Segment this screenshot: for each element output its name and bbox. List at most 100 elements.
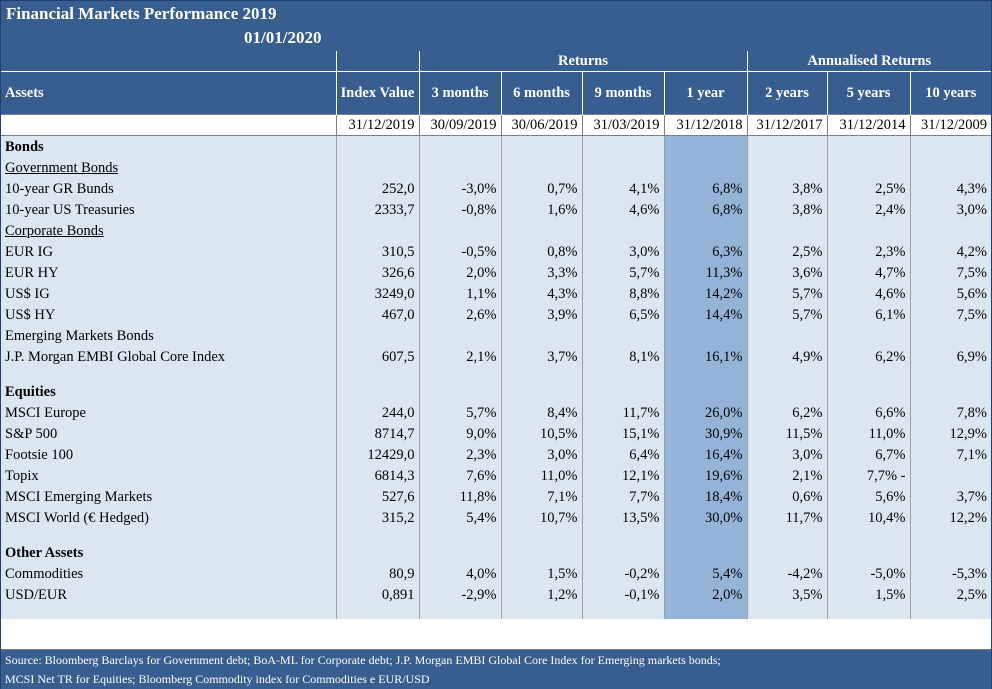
asset-label: Footsie 100 bbox=[1, 444, 336, 465]
return-cell: 16,1% bbox=[663, 346, 748, 367]
return-cell: 1,2% bbox=[500, 584, 582, 605]
table-row: US$ IG 3249,0 1,1% 4,3% 8,8% 14,2% 5,7% 4,6% 5,6… bbox=[1, 283, 992, 304]
header-blank-index bbox=[335, 51, 419, 72]
return-cell: 3,0% bbox=[909, 199, 992, 220]
return-cell: 2,0% bbox=[663, 584, 748, 605]
return-cell bbox=[418, 135, 501, 157]
return-cell: 11,5% bbox=[746, 423, 828, 444]
table-row: 10-year US Treasuries 2333,7 -0,8% 1,6% 4,6%… bbox=[1, 199, 992, 220]
return-cell bbox=[746, 542, 828, 563]
return-cell: 7,1% bbox=[909, 444, 992, 465]
return-cell: 11,3% bbox=[663, 262, 748, 283]
return-cell bbox=[909, 220, 992, 241]
return-cell: 5,4% bbox=[418, 507, 501, 528]
return-cell: 5,7% bbox=[581, 262, 664, 283]
asset-label: MSCI Emerging Markets bbox=[1, 486, 336, 507]
date-row-blank bbox=[1, 114, 336, 136]
table-row: Other Assets bbox=[1, 542, 992, 563]
index-value-cell: 12429,0 bbox=[335, 444, 419, 465]
return-cell bbox=[581, 381, 664, 402]
asset-label: Bonds bbox=[1, 135, 336, 157]
return-cell: 3,0% bbox=[500, 444, 582, 465]
column-header: 6 months bbox=[500, 71, 582, 115]
report-title: Financial Markets Performance 2019 bbox=[6, 4, 277, 23]
return-cell: 6,2% bbox=[826, 346, 911, 367]
table-row: 10-year GR Bunds 252,0 -3,0% 0,7% 4,1% 6,8% 3,… bbox=[1, 178, 992, 199]
return-cell bbox=[746, 381, 828, 402]
return-cell bbox=[500, 367, 582, 381]
return-cell: 16,4% bbox=[663, 444, 748, 465]
table-row: Emerging Markets Bonds bbox=[1, 325, 992, 346]
reference-date: 31/12/2018 bbox=[663, 114, 748, 136]
return-cell: 2,3% bbox=[826, 241, 911, 262]
table-row: Bonds bbox=[1, 135, 992, 157]
asset-label: Other Assets bbox=[1, 542, 336, 563]
asset-label: MSCI Europe bbox=[1, 402, 336, 423]
return-cell: 4,6% bbox=[581, 199, 664, 220]
return-cell bbox=[500, 381, 582, 402]
return-cell bbox=[746, 325, 828, 346]
assets-column-header: Assets bbox=[1, 71, 336, 115]
return-cell bbox=[500, 220, 582, 241]
return-cell: -3,0% bbox=[418, 178, 501, 199]
index-value-cell: 326,6 bbox=[335, 262, 419, 283]
return-cell bbox=[663, 605, 748, 619]
asset-label bbox=[1, 528, 336, 542]
return-cell: 2,1% bbox=[418, 346, 501, 367]
return-cell bbox=[663, 157, 748, 178]
return-cell bbox=[418, 325, 501, 346]
index-value-cell: 6814,3 bbox=[335, 465, 419, 486]
return-cell: 3,5% bbox=[746, 584, 828, 605]
asset-label: S&P 500 bbox=[1, 423, 336, 444]
return-cell: 5,7% bbox=[418, 402, 501, 423]
table-row: EUR HY 326,6 2,0% 3,3% 5,7% 11,3% 3,6% 4,7% 7,5% bbox=[1, 262, 992, 283]
index-value-cell: 0,891 bbox=[335, 584, 419, 605]
index-value-cell bbox=[335, 605, 419, 619]
return-cell: 6,3% bbox=[663, 241, 748, 262]
asset-label: US$ IG bbox=[1, 283, 336, 304]
return-cell: 6,6% bbox=[826, 402, 911, 423]
return-cell: 1,1% bbox=[418, 283, 501, 304]
return-cell: 12,2% bbox=[909, 507, 992, 528]
source-line-2: MCSI Net TR for Equities; Bloomberg Comm… bbox=[5, 672, 430, 686]
index-value-cell: 527,6 bbox=[335, 486, 419, 507]
return-cell: 12,9% bbox=[909, 423, 992, 444]
return-cell bbox=[418, 542, 501, 563]
return-cell: 26,0% bbox=[663, 402, 748, 423]
return-cell: 4,3% bbox=[500, 283, 582, 304]
return-cell bbox=[826, 220, 911, 241]
table-row: Commodities 80,9 4,0% 1,5% -0,2% 5,4% -4,2% -5,… bbox=[1, 563, 992, 584]
index-value-cell: 8714,7 bbox=[335, 423, 419, 444]
table-row: US$ HY 467,0 2,6% 3,9% 6,5% 14,4% 5,7% 6,1% 7,5% bbox=[1, 304, 992, 325]
return-cell: 7,5% bbox=[909, 304, 992, 325]
return-cell bbox=[500, 542, 582, 563]
report-date: 01/01/2020 bbox=[244, 28, 322, 47]
return-cell: 3,0% bbox=[746, 444, 828, 465]
asset-label: Commodities bbox=[1, 563, 336, 584]
return-cell: 30,9% bbox=[663, 423, 748, 444]
return-cell: 0,8% bbox=[500, 241, 582, 262]
return-cell: 4,1% bbox=[581, 178, 664, 199]
return-cell bbox=[663, 325, 748, 346]
return-cell: 3,7% bbox=[500, 346, 582, 367]
index-value-cell: 607,5 bbox=[335, 346, 419, 367]
return-cell: -5,0% bbox=[826, 563, 911, 584]
return-cell: 3,8% bbox=[746, 199, 828, 220]
return-cell: 5,6% bbox=[826, 486, 911, 507]
return-cell bbox=[418, 528, 501, 542]
source-note: Source: Bloomberg Barclays for Governmen… bbox=[1, 649, 991, 689]
column-header: 5 years bbox=[826, 71, 911, 115]
return-cell: 6,9% bbox=[909, 346, 992, 367]
return-cell bbox=[581, 367, 664, 381]
annualised-returns-group-header: Annualised Returns bbox=[746, 51, 992, 72]
return-cell: 3,7% bbox=[909, 486, 992, 507]
return-cell bbox=[826, 367, 911, 381]
return-cell bbox=[826, 528, 911, 542]
return-cell: 5,7% bbox=[746, 283, 828, 304]
asset-label: Emerging Markets Bonds bbox=[1, 325, 336, 346]
asset-label bbox=[1, 605, 336, 619]
return-cell: 11,0% bbox=[826, 423, 911, 444]
returns-group-header: Returns bbox=[418, 51, 748, 72]
return-cell bbox=[500, 605, 582, 619]
